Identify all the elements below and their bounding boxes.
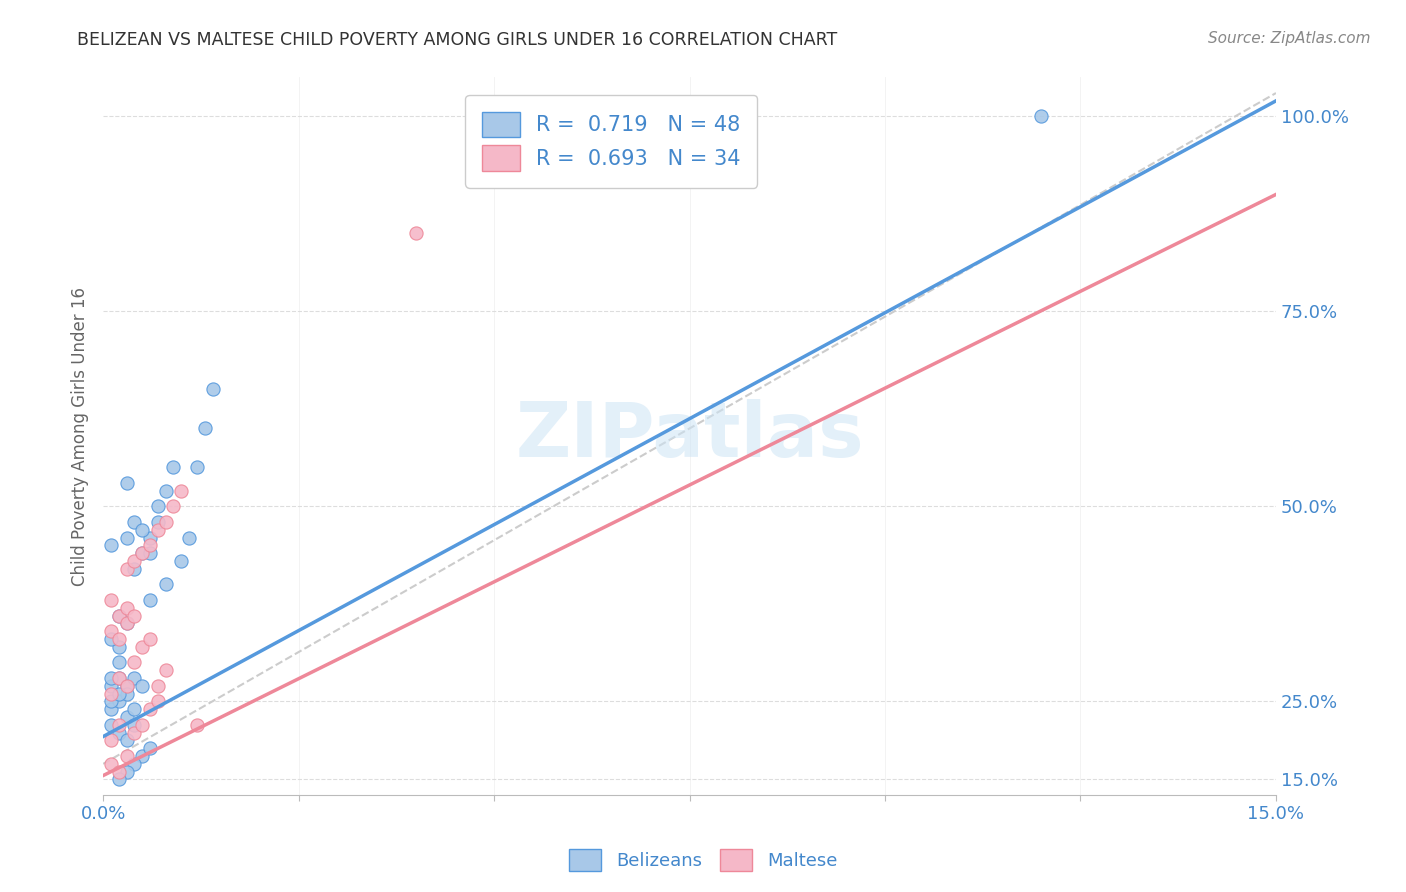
Point [139,632,162,646]
Point [107,687,129,701]
Point [107,671,129,685]
Point [170,554,193,568]
Point [100,694,122,708]
Point [115,476,138,491]
Point [155,483,177,498]
Point [124,718,146,732]
Point [115,733,138,747]
Point [107,656,129,670]
Point [100,624,122,639]
Point [131,546,153,560]
Point [115,679,138,693]
Point [107,718,129,732]
Point [124,756,146,771]
Point [139,702,162,716]
Point [107,764,129,779]
Point [186,718,208,732]
Y-axis label: Child Poverty Among Girls Under 16: Child Poverty Among Girls Under 16 [72,286,89,586]
Point [131,546,153,560]
Point [100,718,122,732]
Point [179,531,201,545]
Point [115,679,138,693]
Point [146,694,169,708]
Point [124,656,146,670]
Text: Source: ZipAtlas.com: Source: ZipAtlas.com [1208,31,1371,46]
Point [115,616,138,631]
Point [139,741,162,756]
Point [107,632,129,646]
Point [115,749,138,764]
Point [100,733,122,747]
Point [139,546,162,560]
Point [131,749,153,764]
Legend: Belizeans, Maltese: Belizeans, Maltese [561,842,845,879]
Point [107,608,129,623]
Point [107,640,129,654]
Point [162,460,184,475]
Point [131,718,153,732]
Point [100,671,122,685]
Point [170,483,193,498]
Point [1031,110,1053,124]
Point [131,523,153,537]
Point [107,725,129,739]
Point [155,577,177,591]
Point [115,710,138,724]
Point [124,515,146,529]
Point [124,562,146,576]
Point [115,764,138,779]
Point [124,725,146,739]
Point [139,538,162,552]
Point [107,694,129,708]
Point [131,679,153,693]
Point [131,640,153,654]
Point [146,500,169,514]
Point [100,756,122,771]
Point [100,593,122,607]
Point [155,515,177,529]
Legend: R =  0.719   N = 48, R =  0.693   N = 34: R = 0.719 N = 48, R = 0.693 N = 34 [465,95,758,187]
Point [115,600,138,615]
Point [146,523,169,537]
Point [124,702,146,716]
Point [146,679,169,693]
Point [100,702,122,716]
Point [115,531,138,545]
Point [405,227,427,241]
Point [139,593,162,607]
Text: BELIZEAN VS MALTESE CHILD POVERTY AMONG GIRLS UNDER 16 CORRELATION CHART: BELIZEAN VS MALTESE CHILD POVERTY AMONG … [77,31,838,49]
Point [107,772,129,787]
Point [115,562,138,576]
Point [100,679,122,693]
Point [146,515,169,529]
Point [100,632,122,646]
Point [124,554,146,568]
Point [201,383,224,397]
Point [186,460,208,475]
Point [107,608,129,623]
Point [124,671,146,685]
Point [124,608,146,623]
Point [107,671,129,685]
Point [115,616,138,631]
Point [155,663,177,677]
Point [100,687,122,701]
Point [115,687,138,701]
Text: ZIPatlas: ZIPatlas [515,400,863,474]
Point [194,421,217,435]
Point [139,531,162,545]
Point [162,500,184,514]
Point [100,538,122,552]
